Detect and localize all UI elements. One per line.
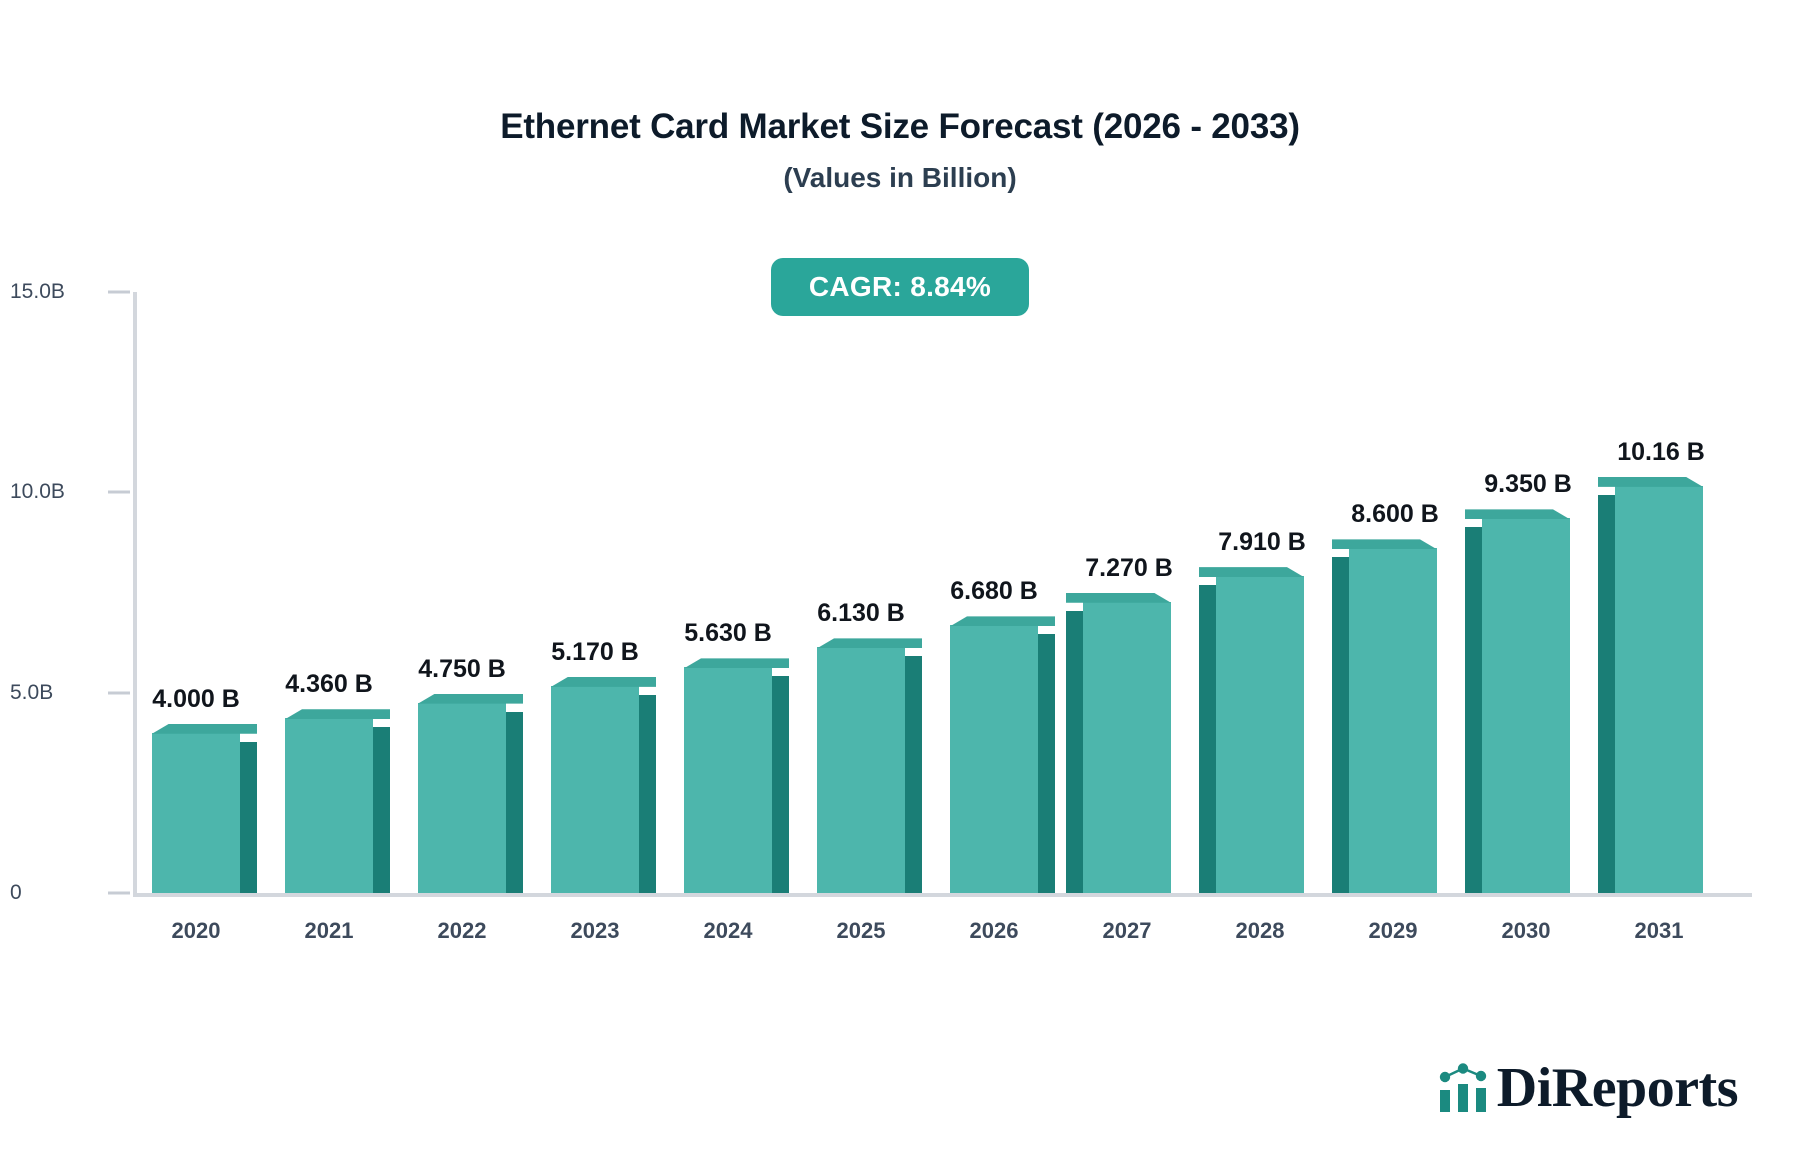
x-axis-tick-label: 2031 xyxy=(1634,918,1684,943)
y-axis-tick-mark xyxy=(108,691,130,695)
y-axis-tick-label: 10.0B xyxy=(10,480,65,504)
bar-face xyxy=(1349,548,1437,893)
bar-face xyxy=(551,685,639,893)
bar-face xyxy=(950,625,1038,893)
bar-top-shade xyxy=(1332,539,1437,549)
bar-value-label: 5.630 B xyxy=(684,619,772,648)
bar-top-shade xyxy=(950,616,1055,627)
bar-side-shade xyxy=(506,711,523,893)
bar-face xyxy=(1083,601,1171,893)
x-axis-tick-label: 2020 xyxy=(171,918,221,943)
bar-2028[interactable] xyxy=(1199,576,1304,893)
bar-2027[interactable] xyxy=(1066,601,1171,893)
x-axis-tick-label: 2027 xyxy=(1102,918,1152,943)
x-axis-tick-label: 2025 xyxy=(836,918,886,943)
bar-2024[interactable] xyxy=(684,658,789,893)
page-title: Ethernet Card Market Size Forecast (2026… xyxy=(500,107,1300,146)
bar-2026[interactable] xyxy=(950,616,1055,893)
bar-face xyxy=(684,667,772,893)
bar-top-shade xyxy=(152,723,257,734)
x-axis-tick-label: 2023 xyxy=(570,918,620,943)
title-block: Ethernet Card Market Size Forecast (2026… xyxy=(0,107,1800,193)
bar-side-shade xyxy=(1332,557,1349,893)
bar-side-shade xyxy=(240,741,257,893)
bar-2025[interactable] xyxy=(817,638,922,893)
y-axis-tick-label: 15.0B xyxy=(10,280,65,303)
bar-face xyxy=(817,647,905,893)
bar-top-shade xyxy=(817,638,922,649)
y-axis-tick-label: 0 xyxy=(10,881,22,904)
bar-top-shade xyxy=(684,658,789,669)
y-axis-tick-mark xyxy=(108,490,130,494)
y-axis-tick-mark xyxy=(108,891,130,895)
status-badge: CAGR: 8.84% xyxy=(770,258,1030,316)
bar-2023[interactable] xyxy=(551,676,656,893)
bar-face xyxy=(1216,576,1304,893)
bar-face xyxy=(285,718,373,893)
bar-value-label: 4.000 B xyxy=(152,684,240,713)
bar-side-shade xyxy=(1066,610,1083,893)
cagr-badge-wrap: CAGR: 8.84% xyxy=(0,258,1800,316)
bar-2020[interactable] xyxy=(152,723,257,893)
bar-side-shade xyxy=(1465,527,1482,893)
bar-value-label: 6.130 B xyxy=(817,599,905,628)
bar-2021[interactable] xyxy=(285,709,390,893)
bar-value-label: 6.680 B xyxy=(950,577,1038,606)
bar-side-shade xyxy=(905,656,922,893)
x-axis-tick-label: 2024 xyxy=(703,918,753,943)
bar-face xyxy=(152,732,240,893)
bar-value-label: 4.360 B xyxy=(285,670,373,699)
bar-side-shade xyxy=(1199,585,1216,893)
bar-top-shade xyxy=(1066,593,1171,603)
bar-top-shade xyxy=(551,676,656,687)
x-axis-tick-label: 2021 xyxy=(304,918,354,943)
bar-side-shade xyxy=(1038,634,1055,893)
y-axis-line xyxy=(133,292,137,897)
x-axis-tick-label: 2022 xyxy=(437,918,487,943)
bar-value-label: 4.750 B xyxy=(418,654,506,683)
x-axis-tick-label: 2026 xyxy=(969,918,1019,943)
bar-chart-icon xyxy=(1439,1063,1486,1112)
x-axis-tick-label: 2029 xyxy=(1368,918,1418,943)
bar-value-label: 5.170 B xyxy=(551,637,639,666)
bar-2030[interactable] xyxy=(1465,518,1570,893)
bar-value-label: 8.600 B xyxy=(1351,500,1439,529)
bar-2031[interactable] xyxy=(1598,485,1703,893)
y-axis-tick-mark xyxy=(108,290,130,294)
bar-face xyxy=(1615,485,1703,893)
y-axis-tick-label: 5.0B xyxy=(10,680,54,704)
bar-value-label: 7.270 B xyxy=(1085,553,1173,582)
bar-value-label: 9.350 B xyxy=(1484,470,1572,499)
x-axis-line xyxy=(133,893,1752,897)
bar-top-shade xyxy=(285,709,390,720)
bar-value-label: 7.910 B xyxy=(1218,528,1306,557)
bar-side-shade xyxy=(772,676,789,893)
bar-top-shade xyxy=(418,693,523,704)
bar-side-shade xyxy=(1598,494,1615,893)
logo-text: DiReports xyxy=(1496,1057,1739,1119)
bar-top-shade xyxy=(1199,567,1304,577)
chart-subtitle: (Values in Billion) xyxy=(783,161,1017,193)
bar-value-label: 10.16 B xyxy=(1617,437,1705,466)
bar-side-shade xyxy=(639,694,656,893)
x-axis-tick-label: 2028 xyxy=(1235,918,1285,943)
brand-logo: DiReports xyxy=(1438,1057,1739,1119)
bar-top-shade xyxy=(1598,477,1703,487)
bar-side-shade xyxy=(373,727,390,893)
bar-2022[interactable] xyxy=(418,693,523,893)
bar-top-shade xyxy=(1465,509,1570,519)
bar-face xyxy=(418,702,506,893)
bar-2029[interactable] xyxy=(1332,548,1437,893)
bar-face xyxy=(1482,518,1570,893)
x-axis-tick-label: 2030 xyxy=(1501,918,1551,943)
